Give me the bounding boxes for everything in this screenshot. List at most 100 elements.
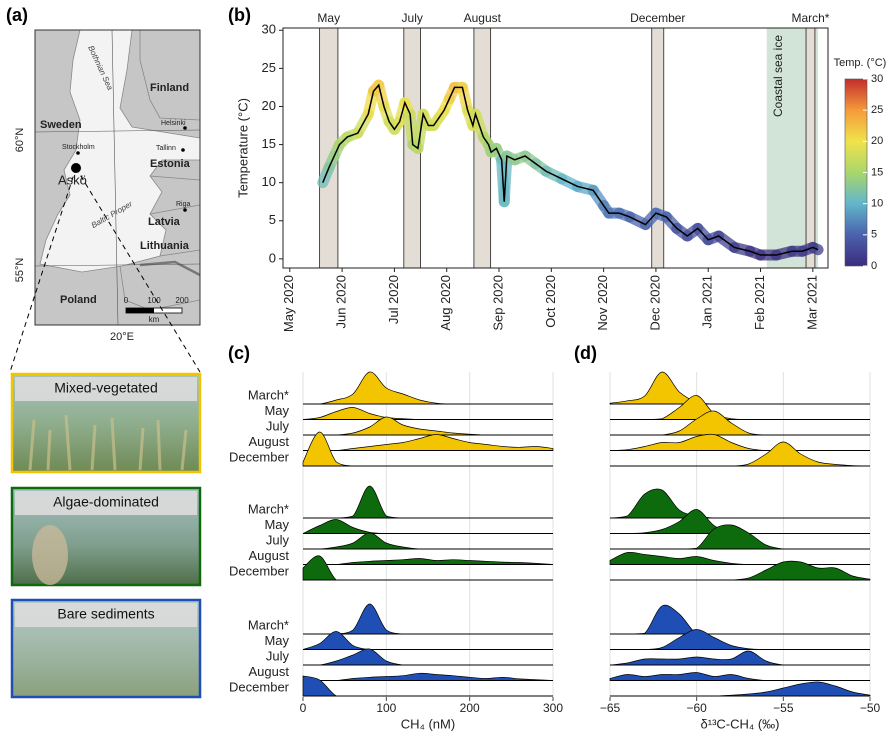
period-label: December <box>630 11 685 25</box>
x-tick-label: May 2020 <box>281 275 296 332</box>
row-label: July <box>266 418 290 433</box>
colorbar-tick-label: 10 <box>871 198 883 210</box>
panel-label: (d) <box>574 343 597 363</box>
city-marker <box>183 126 187 130</box>
y-tick-label: 0 <box>269 250 276 265</box>
density-ridge <box>610 410 870 436</box>
y-tick-label: 25 <box>262 60 276 75</box>
row-label: July <box>266 532 290 547</box>
x-axis-label: CH₄ (nM) <box>401 716 455 731</box>
row-label: March* <box>248 617 289 632</box>
colorbar-tick-label: 30 <box>871 73 883 85</box>
scale-unit: km <box>149 315 160 324</box>
density-ridge <box>610 681 871 697</box>
period-label: July <box>402 11 423 25</box>
density-ridge <box>609 672 870 681</box>
x-tick-label: 0 <box>300 701 307 715</box>
x-tick-label: −60 <box>686 701 707 715</box>
colorbar-tick-label: 0 <box>871 260 877 272</box>
vegetation <box>28 414 188 471</box>
density-ridge <box>303 672 554 681</box>
density-ridge <box>303 532 553 550</box>
graticule <box>111 30 119 325</box>
lon-label: 20°E <box>110 331 134 343</box>
y-tick-label: 5 <box>269 212 276 227</box>
density-ridge <box>610 604 870 635</box>
scale-bar: 0 100 200 km <box>124 296 189 324</box>
country-label: Lithuania <box>140 240 190 252</box>
graticule <box>35 263 200 267</box>
photo: Bare sediments <box>10 598 202 699</box>
scale-tick-label: 100 <box>147 296 161 305</box>
panel-label: (b) <box>228 5 251 25</box>
density-ridge <box>609 488 870 519</box>
country-label: Finland <box>150 82 189 94</box>
colorbar-tick-label: 5 <box>871 229 877 241</box>
plot-background <box>283 28 828 268</box>
row-label: March* <box>248 387 289 402</box>
city-label: Stockholm <box>62 144 95 151</box>
row-label: December <box>229 449 290 464</box>
x-tick-label: Dec 2020 <box>647 275 662 331</box>
country-label: Latvia <box>148 216 181 228</box>
scale-tick-label: 0 <box>124 296 129 305</box>
lat-label: 60°N <box>14 128 26 153</box>
temperature-line <box>322 83 819 256</box>
row-label: August <box>249 548 290 563</box>
graticule <box>35 129 200 133</box>
density-ridge <box>609 433 870 451</box>
row-label: May <box>264 403 289 418</box>
photo: Mixed-vegetated <box>10 372 202 474</box>
x-tick-label: 300 <box>543 701 563 715</box>
city-marker <box>76 151 80 155</box>
row-label: May <box>264 517 289 532</box>
sampling-period <box>805 27 816 269</box>
city-label: Helsinki <box>161 120 186 127</box>
border <box>139 30 200 121</box>
x-tick-label: Mar 2021 <box>804 275 819 330</box>
map: Finland Sweden Estonia Latvia Lithuania … <box>35 30 200 325</box>
density-ridge <box>302 407 553 420</box>
density-ridge <box>610 524 870 550</box>
period-label: May <box>317 11 340 25</box>
city-marker <box>183 208 187 212</box>
density-ridge <box>609 371 870 405</box>
city-label: Riga <box>176 201 191 208</box>
country-label: Estonia <box>150 158 191 170</box>
density-ridge <box>303 485 553 519</box>
algae <box>32 525 68 585</box>
density-ridge <box>302 558 554 565</box>
row-label: May <box>264 633 289 648</box>
x-tick-label: Oct 2020 <box>543 275 558 328</box>
photo: Algae-dominated <box>10 486 202 587</box>
y-axis-label: Temperature (°C) <box>235 98 250 198</box>
sea-ice-label: Coastal sea ice <box>771 35 785 117</box>
density-ridge <box>302 519 553 534</box>
colorbar-tick-label: 15 <box>871 166 883 178</box>
photo-label: Mixed-vegetated <box>54 380 158 396</box>
x-axis-label: δ¹³C-CH₄ (‰) <box>701 716 780 731</box>
row-label: August <box>249 664 290 679</box>
colorbar-label: Temp. (°C) <box>834 57 887 69</box>
row-label: December <box>229 563 290 578</box>
scale-tick-label: 200 <box>175 296 189 305</box>
colorbar-tick-label: 25 <box>871 104 883 116</box>
row-label: December <box>229 679 290 694</box>
colorbar-tick-label: 20 <box>871 135 883 147</box>
country-label: Poland <box>60 294 97 306</box>
period-label: August <box>464 11 502 25</box>
photo-label: Bare sediments <box>57 606 154 622</box>
border <box>139 260 200 277</box>
x-tick-label: Jan 2021 <box>700 275 715 329</box>
panel-label: (c) <box>228 343 250 363</box>
row-label: August <box>249 434 290 449</box>
sampling-period <box>651 27 665 269</box>
y-tick-label: 15 <box>262 136 276 151</box>
lat-label: 55°N <box>14 258 26 283</box>
zoom-line <box>75 167 201 373</box>
x-tick-label: −65 <box>600 701 621 715</box>
photo-label: Algae-dominated <box>53 494 159 510</box>
x-tick-label: Jul 2020 <box>386 275 401 324</box>
